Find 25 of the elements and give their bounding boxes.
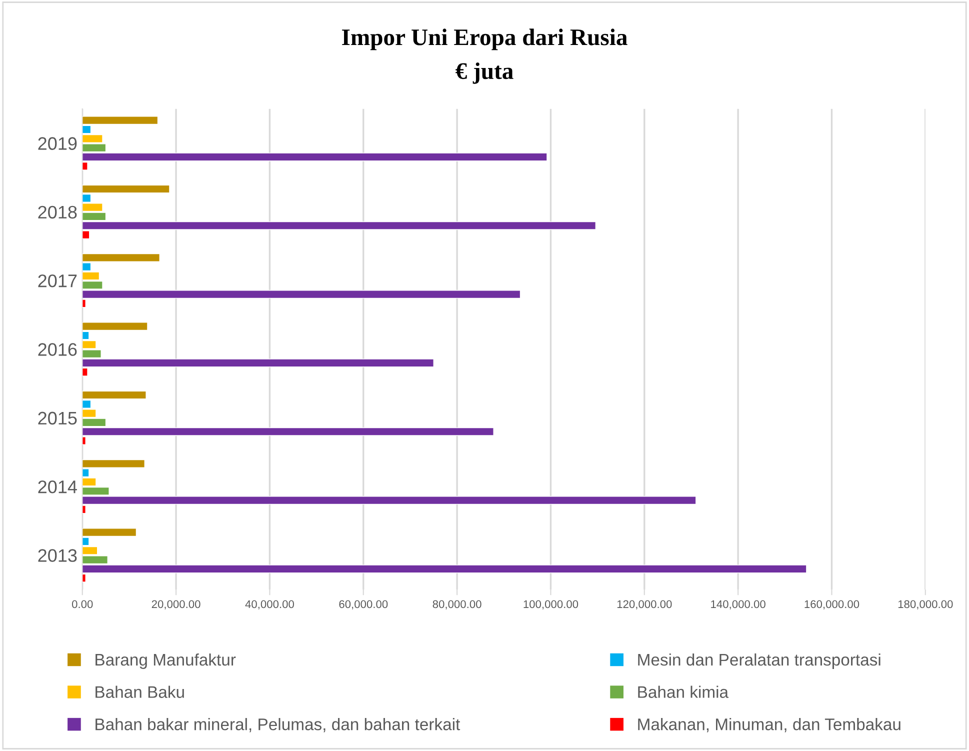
legend-label: Barang Manufaktur <box>96 653 236 669</box>
y-tick-label: 2014 <box>38 480 77 494</box>
y-tick-label: 2013 <box>38 549 77 562</box>
legend-label: Bahan Baku <box>96 686 184 698</box>
x-tick-label: 180,000.00 <box>898 600 953 610</box>
x-tick-label: 140,000.00 <box>711 600 766 610</box>
legend-label: Makanan, Minuman, dan Tembakau <box>638 718 900 732</box>
x-tick-label: 80,000.00 <box>432 600 482 610</box>
x-tick-label: 0.00 <box>72 600 93 608</box>
y-tick-label: 2017 <box>38 274 77 288</box>
y-tick-label: 2018 <box>38 206 77 219</box>
x-tick-label: 120,000.00 <box>617 600 672 610</box>
chart-title: Impor Uni Eropa dari Rusia <box>342 28 628 50</box>
x-tick-label: 40,000.00 <box>245 600 294 610</box>
y-tick-label: 2016 <box>38 343 77 356</box>
x-tick-label: 160,000.00 <box>804 600 860 610</box>
chart-subtitle: € juta <box>456 62 514 84</box>
legend-label: Bahan kimia <box>638 686 729 698</box>
y-tick-label: 2015 <box>38 412 77 425</box>
y-tick-label: 2019 <box>38 137 77 150</box>
legend-label: Bahan bakar mineral, Pelumas, dan bahan terkait <box>96 718 460 732</box>
x-tick-label: 20,000.00 <box>152 600 200 610</box>
x-tick-label: 60,000.00 <box>339 600 388 610</box>
legend-label: Mesin dan Peralatan transportasi <box>638 653 880 669</box>
x-tick-label: 100,000.00 <box>524 600 578 610</box>
